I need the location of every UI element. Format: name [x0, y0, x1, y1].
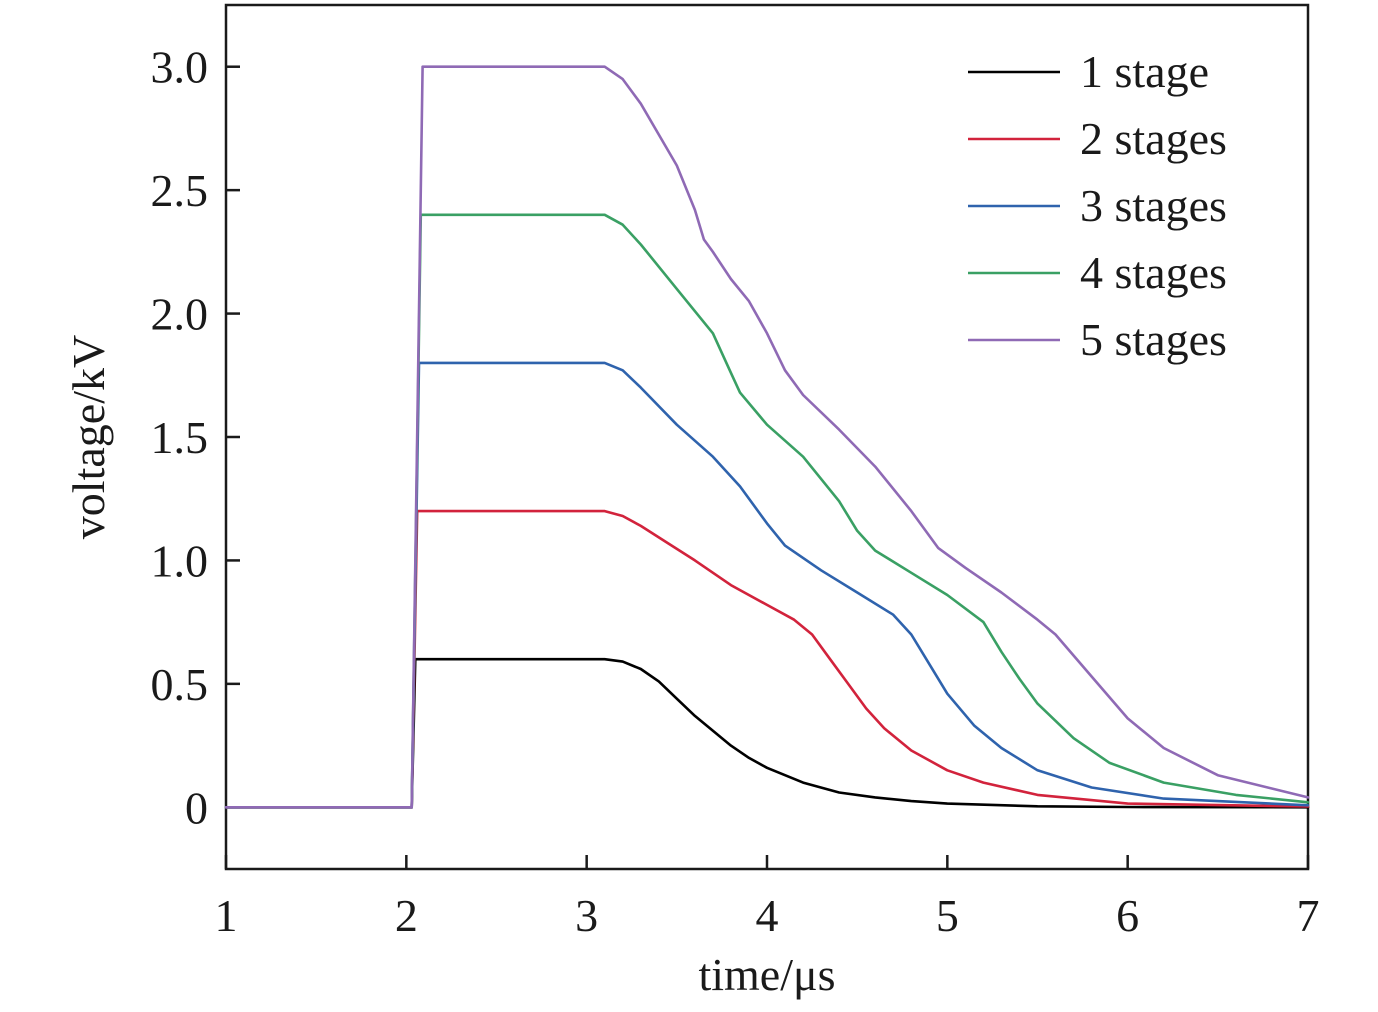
legend-label: 4 stages — [1080, 247, 1227, 298]
y-tick-label: 2.0 — [151, 289, 209, 340]
y-axis-title: voltage/kV — [63, 335, 114, 539]
series-line-1 — [224, 657, 1310, 809]
x-tick-label: 6 — [1116, 890, 1139, 941]
series-group — [224, 65, 1310, 809]
series-line-2 — [224, 509, 1310, 809]
x-tick-label: 3 — [575, 890, 598, 941]
y-tick-label: 0.5 — [151, 659, 209, 710]
x-tick-label: 2 — [395, 890, 418, 941]
x-axis-title: time/μs — [698, 949, 835, 1000]
series-line-4 — [224, 213, 1310, 809]
y-tick-label: 1.5 — [151, 412, 209, 463]
x-tick-label: 1 — [215, 890, 238, 941]
x-tick-label: 7 — [1297, 890, 1320, 941]
series-line-5 — [224, 65, 1310, 809]
y-tick-label: 2.5 — [151, 165, 209, 216]
legend: 1 stage 2 stages 3 stages 4 stages 5 stages — [968, 46, 1227, 365]
series-line-3 — [224, 361, 1310, 809]
legend-label: 2 stages — [1080, 113, 1227, 164]
legend-label: 1 stage — [1080, 46, 1209, 97]
legend-label: 3 stages — [1080, 180, 1227, 231]
x-axis-ticks: 1 2 3 4 5 6 7 — [215, 855, 1320, 941]
y-tick-label: 0 — [185, 782, 208, 833]
legend-label: 5 stages — [1080, 314, 1227, 365]
x-tick-label: 4 — [756, 890, 779, 941]
y-tick-label: 1.0 — [151, 535, 209, 586]
y-tick-label: 3.0 — [151, 42, 209, 93]
y-axis-ticks: 0 0.5 1.0 1.5 2.0 2.5 3.0 — [151, 42, 240, 833]
x-tick-label: 5 — [936, 890, 959, 941]
